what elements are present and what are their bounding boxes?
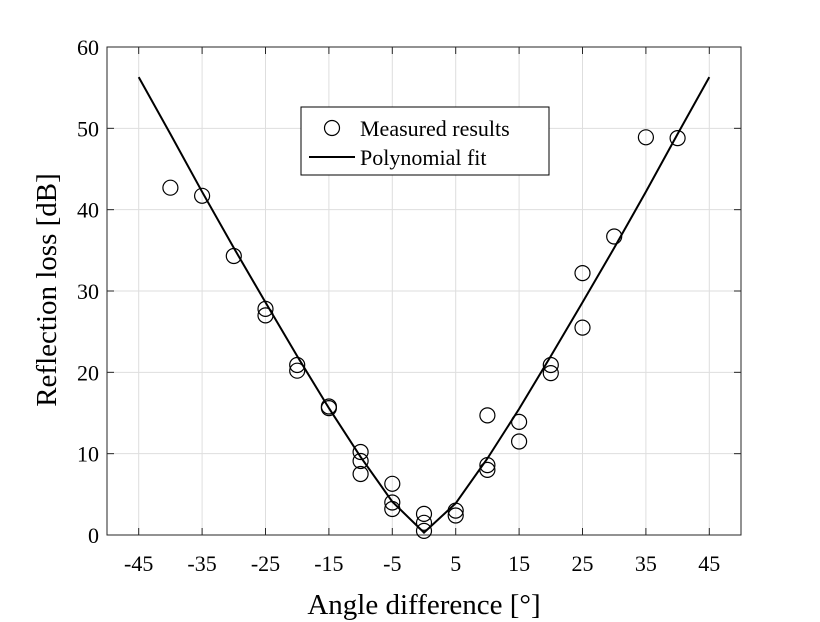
data-point <box>384 494 401 511</box>
x-tick-label: -15 <box>314 551 343 576</box>
points-layer <box>162 129 686 540</box>
data-point <box>606 228 623 245</box>
data-point <box>637 129 655 146</box>
data-point <box>289 362 306 379</box>
y-tick-label: 30 <box>77 279 99 304</box>
x-tick-label: 45 <box>698 551 720 576</box>
x-axis-label: Angle difference [°] <box>307 589 540 621</box>
data-point <box>415 514 433 531</box>
y-tick-label: 60 <box>77 35 99 60</box>
y-tick-label: 20 <box>77 360 99 385</box>
data-point <box>225 247 242 265</box>
data-point <box>162 179 179 196</box>
y-tick-label: 0 <box>88 523 99 548</box>
x-tick-label: -5 <box>383 551 401 576</box>
y-tick-label: 10 <box>77 442 99 467</box>
fit-line <box>137 76 711 534</box>
data-point <box>415 505 433 523</box>
y-tick-label: 50 <box>77 116 99 141</box>
data-point <box>574 319 591 336</box>
tick-labels: -45 -35 -25 -15 -5 5 15 25 35 45 0 10 20 30 40 50 60 <box>77 35 720 576</box>
x-tick-label: 15 <box>508 551 530 576</box>
data-point <box>669 130 686 147</box>
data-point <box>257 307 274 324</box>
data-point <box>352 452 369 470</box>
x-tick-label: 35 <box>635 551 657 576</box>
data-point <box>510 433 528 450</box>
legend-label-fit: Polynomial fit <box>360 145 487 170</box>
data-point <box>384 500 401 518</box>
data-point <box>479 407 496 424</box>
data-point <box>384 475 401 492</box>
x-tick-label: -35 <box>187 551 216 576</box>
data-point <box>289 356 306 374</box>
data-point <box>352 465 369 483</box>
x-tick-label: -25 <box>251 551 280 576</box>
data-point <box>257 300 274 317</box>
data-point <box>574 265 591 282</box>
x-tick-label: -45 <box>124 551 153 576</box>
data-point <box>479 457 496 474</box>
legend: Measured results Polynomial fit <box>300 106 550 176</box>
data-point <box>542 356 559 374</box>
data-point <box>542 365 559 382</box>
legend-marker-measured <box>323 119 341 137</box>
axis-ticks <box>107 46 741 536</box>
y-tick-label: 40 <box>77 198 99 223</box>
fit-layer <box>137 76 711 534</box>
data-point <box>194 187 211 204</box>
data-point <box>510 413 528 430</box>
x-tick-label: 5 <box>450 551 461 576</box>
y-axis-label: Reflection loss [dB] <box>31 173 63 407</box>
data-point <box>479 461 496 478</box>
data-point <box>320 400 337 417</box>
data-point <box>352 443 369 461</box>
data-point <box>447 507 464 524</box>
data-point <box>447 502 464 519</box>
data-point <box>415 522 433 540</box>
legend-label-measured: Measured results <box>360 116 510 141</box>
legend-box <box>300 106 550 176</box>
x-tick-label: 25 <box>572 551 594 576</box>
